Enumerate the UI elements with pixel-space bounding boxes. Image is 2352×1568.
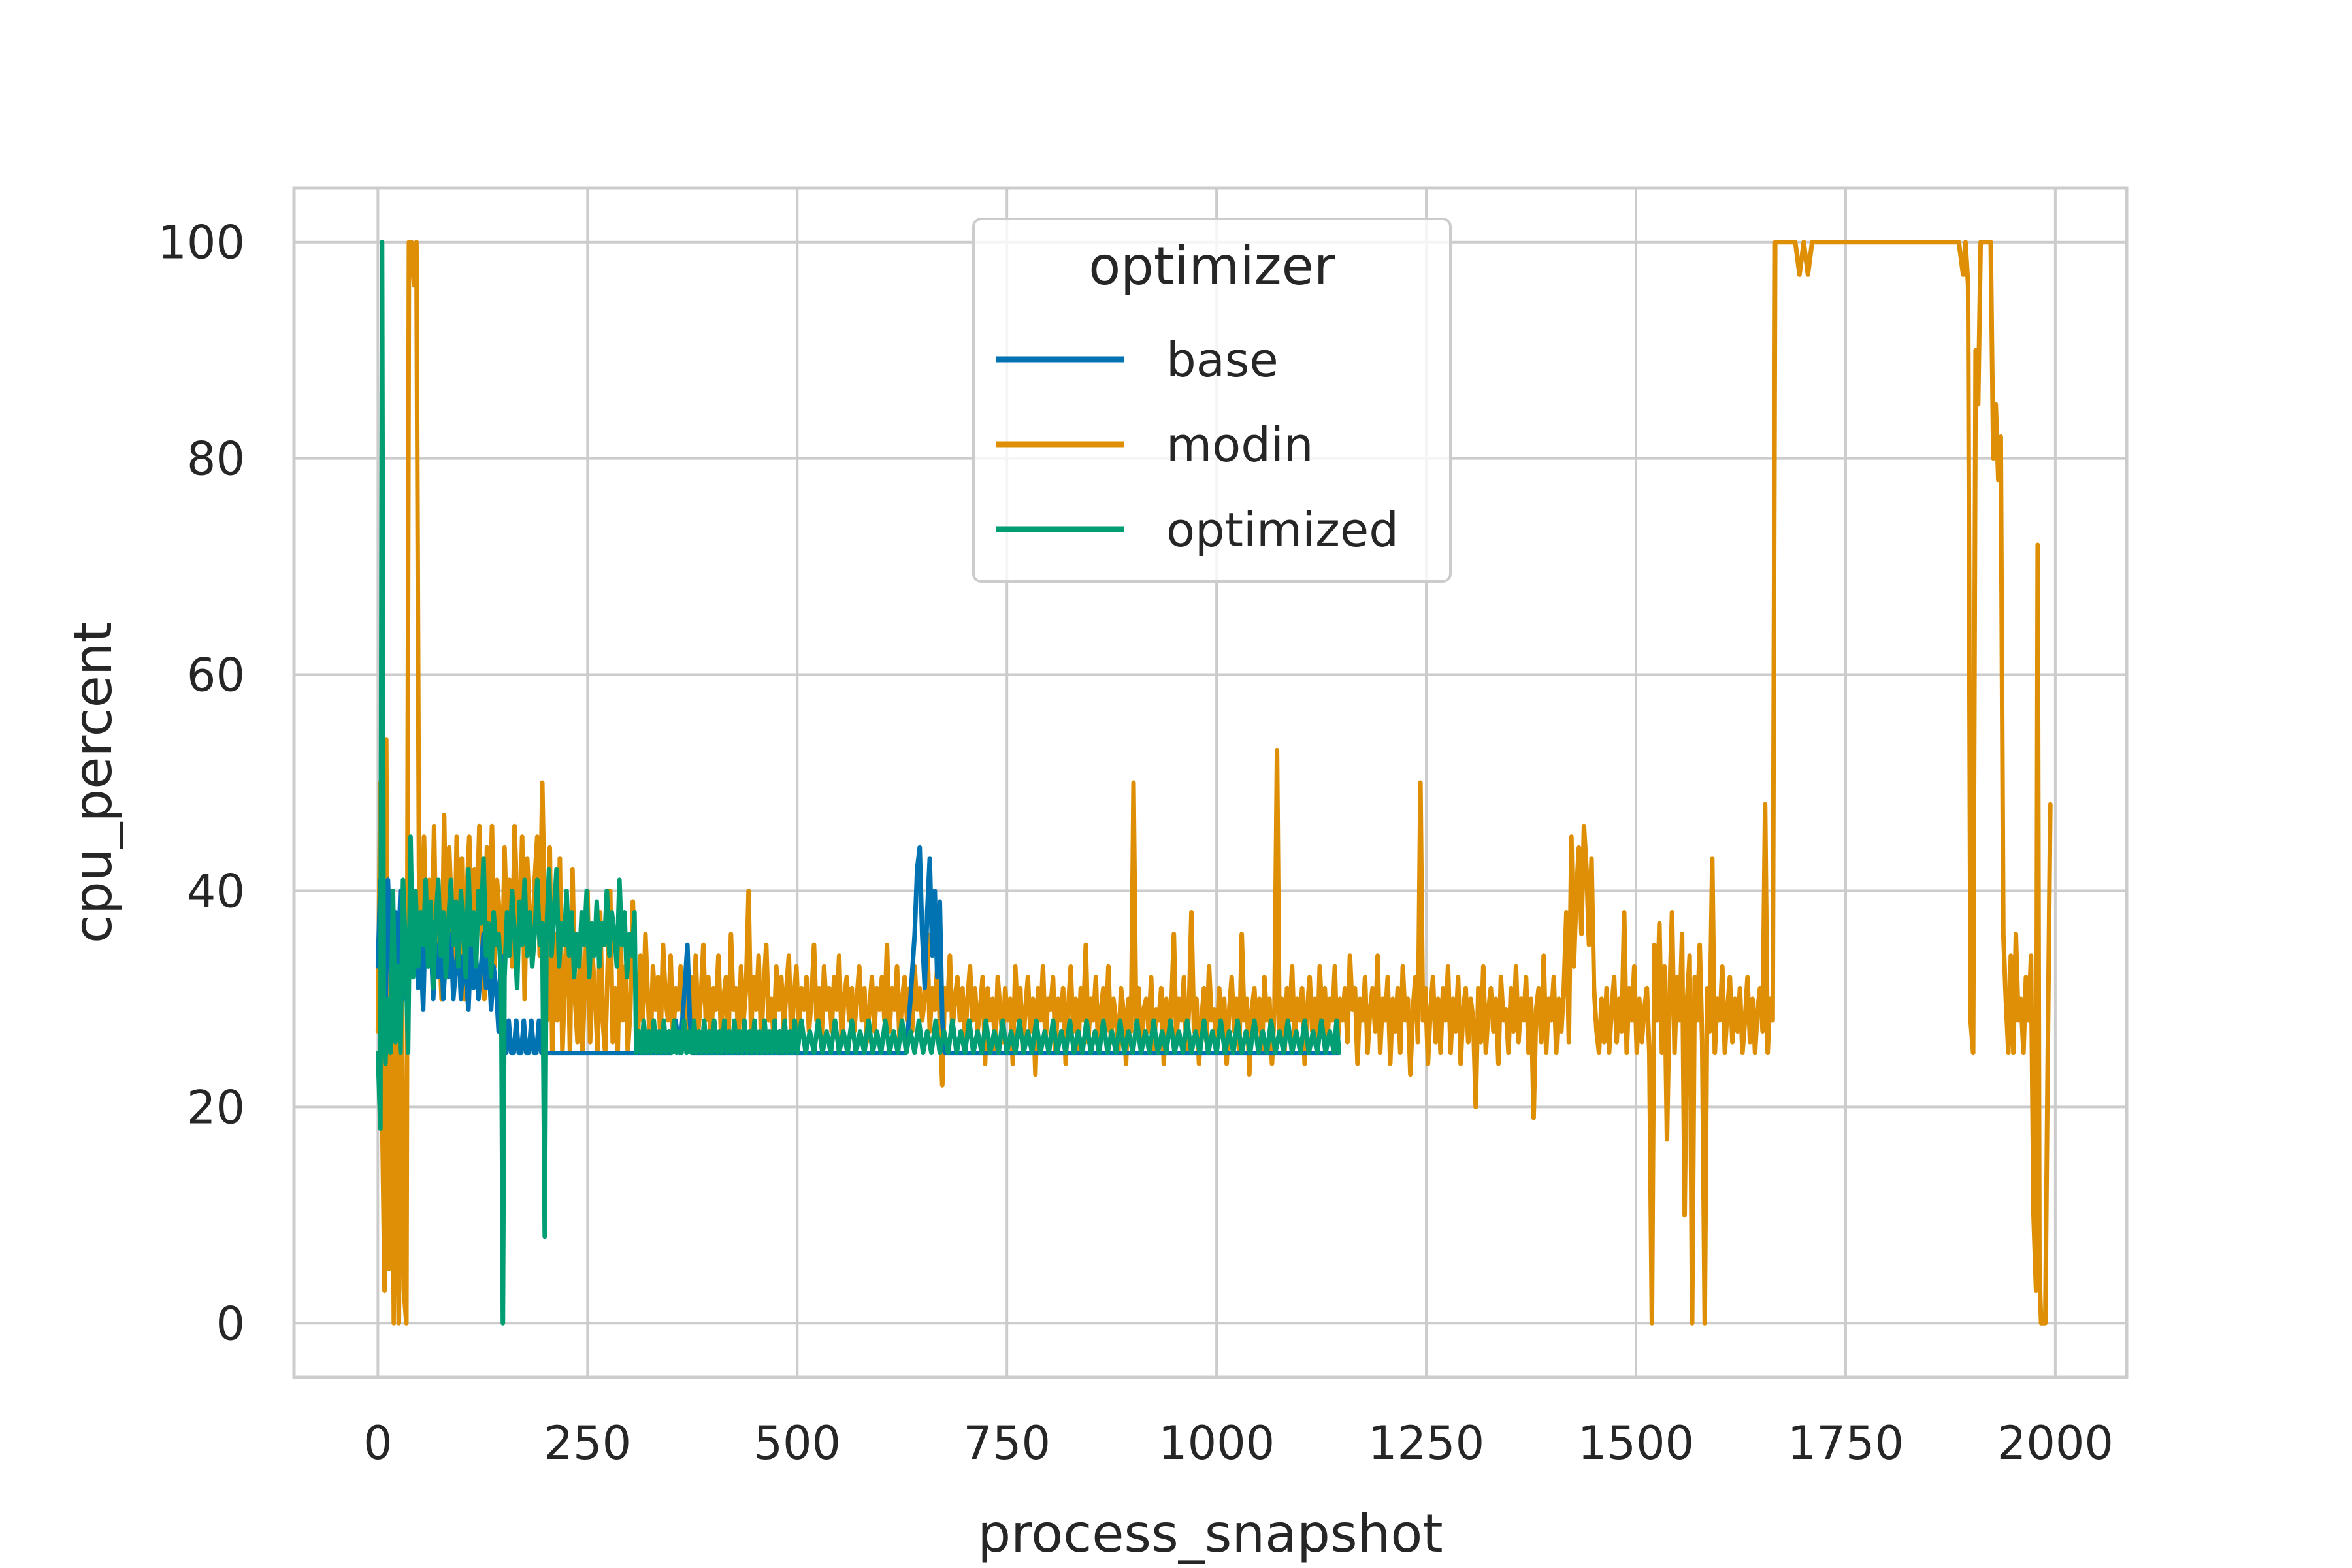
x-tick-label: 2000 [1997, 1416, 2114, 1470]
series-lines [375, 240, 2053, 1326]
y-tick-label: 0 [216, 1297, 245, 1350]
x-tick-labels: 0 250 500 750 1000 1250 1500 1750 2000 [363, 1416, 2114, 1470]
x-tick-label: 250 [544, 1416, 632, 1470]
y-tick-labels: 0 20 40 60 80 100 [157, 216, 245, 1351]
x-tick-label: 500 [753, 1416, 841, 1470]
y-axis-label: cpu_percent [63, 622, 123, 943]
series-line-modin [375, 240, 2053, 1326]
y-tick-label: 100 [157, 216, 245, 270]
legend-title: optimizer [1088, 236, 1335, 297]
x-tick-label: 750 [963, 1416, 1051, 1470]
legend-label-optimized: optimized [1166, 502, 1399, 557]
x-axis-label: process_snapshot [977, 1503, 1443, 1564]
y-tick-label: 80 [187, 433, 245, 486]
x-tick-label: 0 [363, 1416, 393, 1470]
y-tick-label: 20 [187, 1081, 245, 1134]
legend-entries: base modin optimized [996, 333, 1399, 557]
x-tick-label: 1000 [1158, 1416, 1275, 1470]
series-line-optimized [375, 240, 1342, 1326]
x-tick-label: 1750 [1788, 1416, 1904, 1470]
x-tick-label: 1500 [1578, 1416, 1694, 1470]
x-tick-label: 1250 [1368, 1416, 1484, 1470]
plot-frame [292, 186, 2129, 1379]
legend-box [972, 218, 1452, 583]
y-tick-label: 60 [187, 649, 245, 702]
y-tick-label: 40 [187, 864, 245, 918]
legend-label-base: base [1166, 333, 1279, 387]
legend-label-modin: modin [1166, 417, 1314, 472]
legend: optimizer base modin optimized [972, 218, 1452, 583]
